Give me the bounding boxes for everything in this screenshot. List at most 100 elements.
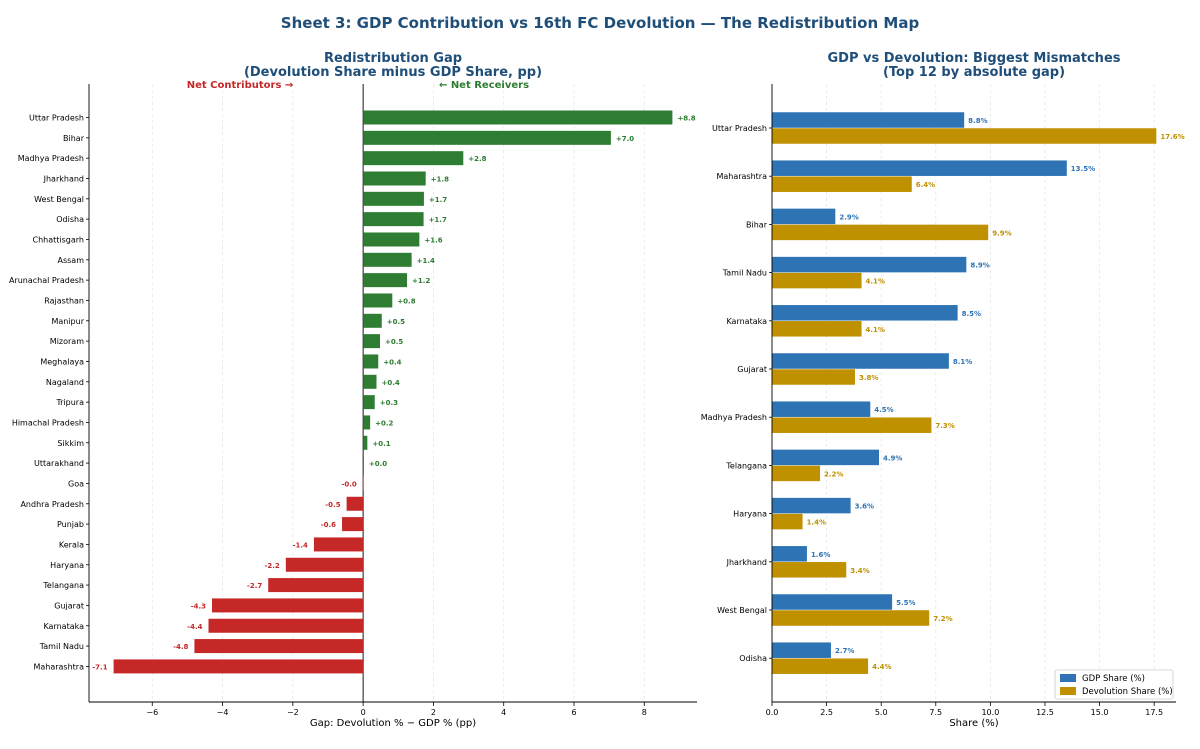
devolution-bar-west-bengal xyxy=(772,610,930,626)
gap-value-label: +0.1 xyxy=(372,440,390,448)
legend-devolution-swatch xyxy=(1060,687,1076,695)
left-category-label: Himachal Pradesh xyxy=(12,418,84,427)
right-category-label: Gujarat xyxy=(737,365,767,374)
gap-value-label: -0.0 xyxy=(341,480,356,488)
gdp-bar-bihar xyxy=(772,208,836,225)
right-chart-subtitle: (Top 12 by absolute gap) xyxy=(883,65,1065,80)
gap-bar-madhya-pradesh xyxy=(363,151,464,166)
right-category-label: Bihar xyxy=(746,220,768,229)
figure-title: Sheet 3: GDP Contribution vs 16th FC Dev… xyxy=(281,14,920,32)
left-category-label: Odisha xyxy=(56,215,84,224)
gap-value-label: +0.3 xyxy=(380,399,398,407)
gap-bar-himachal-pradesh xyxy=(363,415,371,430)
left-category-label: Kerala xyxy=(59,540,84,549)
redistribution-gap-chart: Redistribution Gap(Devolution Share minu… xyxy=(9,51,697,729)
gap-value-label: -0.6 xyxy=(321,521,336,529)
gap-value-label: +0.2 xyxy=(375,419,393,427)
devolution-bar-tamil-nadu xyxy=(772,272,862,289)
gdp-value-label: 8.1% xyxy=(953,358,972,366)
right-chart-title: GDP vs Devolution: Biggest Mismatches xyxy=(827,51,1120,66)
gap-value-label: -7.1 xyxy=(92,663,107,671)
gap-value-label: -0.5 xyxy=(325,501,340,509)
gap-value-label: +1.8 xyxy=(431,175,449,183)
devolution-value-label: 7.2% xyxy=(933,615,952,623)
gap-bar-sikkim xyxy=(363,435,368,450)
right-category-label: Maharashtra xyxy=(716,172,767,181)
gdp-bar-gujarat xyxy=(772,353,949,369)
devolution-bar-telangana xyxy=(772,465,821,482)
gap-value-label: -1.4 xyxy=(293,541,308,549)
gap-bar-andhra-pradesh xyxy=(346,496,364,511)
left-xtick-label: 0 xyxy=(361,708,366,717)
right-xtick-label: 5.0 xyxy=(875,708,888,717)
net-contributors-annotation: Net Contributors → xyxy=(187,80,294,91)
gap-value-label: +1.4 xyxy=(417,257,435,265)
gap-bar-arunachal-pradesh xyxy=(363,273,408,288)
gap-bar-tripura xyxy=(363,395,375,410)
left-category-label: Nagaland xyxy=(46,378,84,387)
right-category-label: Karnataka xyxy=(726,317,767,326)
gdp-bar-west-bengal xyxy=(772,594,893,610)
gdp-bar-uttar-pradesh xyxy=(772,112,965,128)
gdp-bar-jharkhand xyxy=(772,546,807,562)
gap-bar-rajasthan xyxy=(363,293,393,308)
gdp-bar-karnataka xyxy=(772,305,958,321)
gap-value-label: +7.0 xyxy=(616,135,634,143)
left-category-label: Maharashtra xyxy=(33,662,84,671)
gap-bar-chhattisgarh xyxy=(363,232,420,247)
gap-value-label: +2.8 xyxy=(468,155,486,163)
gap-value-label: +0.8 xyxy=(397,297,415,305)
devolution-bar-madhya-pradesh xyxy=(772,417,932,433)
gdp-bar-telangana xyxy=(772,449,880,466)
legend-box xyxy=(1054,669,1174,700)
left-xtick-label: −6 xyxy=(146,708,158,717)
left-xtick-label: 6 xyxy=(571,708,576,717)
devolution-value-label: 7.3% xyxy=(935,422,954,430)
left-category-label: Arunachal Pradesh xyxy=(9,276,84,285)
gap-value-label: +0.4 xyxy=(383,358,401,366)
devolution-value-label: 2.2% xyxy=(824,470,843,478)
devolution-value-label: 6.4% xyxy=(916,181,935,189)
left-category-label: Tripura xyxy=(55,398,84,407)
right-category-label: Odisha xyxy=(739,654,767,663)
gap-bar-manipur xyxy=(363,313,382,328)
left-x-axis-label: Gap: Devolution % − GDP % (pp) xyxy=(310,718,476,729)
devolution-bar-gujarat xyxy=(772,369,855,385)
left-category-label: Meghalaya xyxy=(40,357,84,366)
right-category-label: West Bengal xyxy=(717,606,767,615)
left-category-label: Rajasthan xyxy=(44,296,84,305)
gap-bar-mizoram xyxy=(363,334,380,349)
left-chart-title: Redistribution Gap xyxy=(324,51,462,66)
gap-value-label: +1.7 xyxy=(429,196,447,204)
gdp-value-label: 4.9% xyxy=(883,454,902,462)
left-category-label: Gujarat xyxy=(54,601,84,610)
gap-bar-tamil-nadu xyxy=(194,639,364,654)
right-category-label: Telangana xyxy=(725,461,767,470)
devolution-value-label: 4.1% xyxy=(866,278,885,286)
gap-value-label: -4.4 xyxy=(187,623,202,631)
left-category-label: Sikkim xyxy=(57,439,84,448)
left-category-label: Chhattisgarh xyxy=(33,235,85,244)
gdp-vs-devolution-chart: GDP vs Devolution: Biggest Mismatches(To… xyxy=(701,51,1185,729)
gap-value-label: +0.5 xyxy=(387,318,405,326)
gdp-value-label: 1.6% xyxy=(811,551,830,559)
left-category-label: Haryana xyxy=(50,561,84,570)
left-category-label: Punjab xyxy=(57,520,84,529)
right-category-label: Jharkhand xyxy=(726,558,767,567)
devolution-bar-maharashtra xyxy=(772,176,912,192)
right-xtick-label: 10.0 xyxy=(981,708,999,717)
gap-bar-haryana xyxy=(285,557,364,572)
gdp-value-label: 5.5% xyxy=(896,599,915,607)
gap-value-label: -2.2 xyxy=(264,562,279,570)
gap-bar-kerala xyxy=(313,537,364,552)
gdp-value-label: 2.7% xyxy=(835,647,854,655)
left-category-label: Uttarakhand xyxy=(34,459,84,468)
gap-bar-punjab xyxy=(342,517,364,532)
gap-value-label: +1.7 xyxy=(429,216,447,224)
gap-value-label: +0.5 xyxy=(385,338,403,346)
gap-bar-goa xyxy=(362,476,364,491)
left-category-label: Madhya Pradesh xyxy=(18,154,84,163)
gdp-bar-maharashtra xyxy=(772,160,1067,176)
